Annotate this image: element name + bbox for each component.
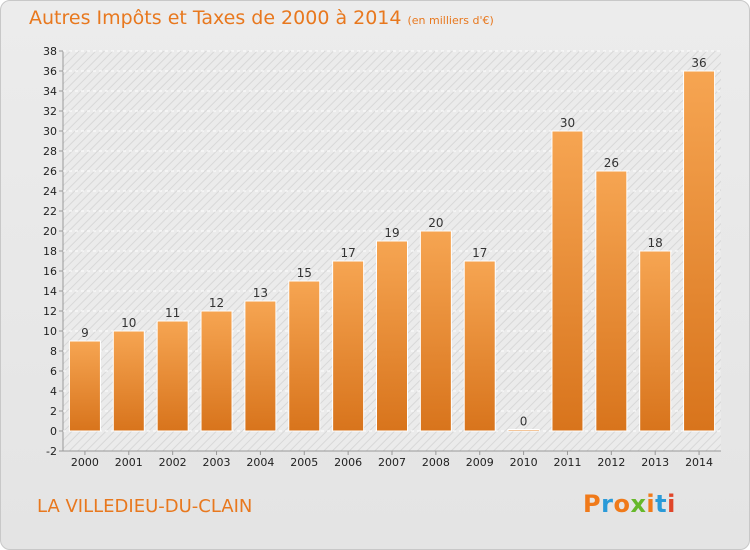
data-label-2007: 19 (384, 226, 399, 240)
bar-2010 (507, 429, 540, 432)
x-tick-label: 2010 (510, 456, 538, 469)
data-label-2006: 17 (340, 246, 355, 260)
x-tick-label: 2002 (159, 456, 187, 469)
y-tick-label: 0 (50, 425, 57, 438)
x-tick-label: 2006 (334, 456, 362, 469)
y-tick-label: 34 (43, 85, 57, 98)
data-label-2012: 26 (604, 156, 619, 170)
bar-2009 (463, 260, 496, 432)
y-tick-label: 28 (43, 145, 57, 158)
data-label-2009: 17 (472, 246, 487, 260)
y-tick-label: 8 (50, 345, 57, 358)
data-label-2000: 9 (81, 326, 89, 340)
y-tick-label: 6 (50, 365, 57, 378)
y-tick-label: 10 (43, 325, 57, 338)
bar-2000 (68, 340, 101, 432)
data-label-2005: 15 (297, 266, 312, 280)
x-tick-label: 2004 (246, 456, 274, 469)
data-label-2013: 18 (648, 236, 663, 250)
title-text: Autres Impôts et Taxes de 2000 à 2014 (29, 7, 402, 29)
x-tick-label: 2000 (71, 456, 99, 469)
data-label-2014: 36 (691, 56, 706, 70)
x-tick-label: 2009 (466, 456, 494, 469)
y-tick-label: 24 (43, 185, 57, 198)
chart-title: Autres Impôts et Taxes de 2000 à 2014 (en… (29, 7, 494, 29)
x-tick-label: 2012 (597, 456, 625, 469)
x-tick-label: 2014 (685, 456, 713, 469)
data-label-2008: 20 (428, 216, 443, 230)
y-tick-label: 12 (43, 305, 57, 318)
x-tick-label: 2001 (115, 456, 143, 469)
y-tick-label: 30 (43, 125, 57, 138)
x-tick-label: 2005 (290, 456, 318, 469)
bar-2003 (200, 310, 233, 432)
bar-2011 (551, 130, 584, 432)
bar-2001 (112, 330, 145, 432)
bar-2005 (288, 280, 321, 432)
y-tick-label: 18 (43, 245, 57, 258)
title-unit: (en milliers d'€) (407, 14, 494, 27)
y-tick-label: 16 (43, 265, 57, 278)
y-tick-label: -2 (46, 445, 57, 458)
y-tick-label: 38 (43, 45, 57, 58)
bar-2014 (683, 70, 716, 432)
y-tick-label: 26 (43, 165, 57, 178)
bar-2004 (244, 300, 277, 432)
bar-2012 (595, 170, 628, 432)
data-label-2004: 13 (253, 286, 268, 300)
commune-name: LA VILLEDIEU-DU-CLAIN (37, 496, 253, 517)
y-tick-label: 22 (43, 205, 57, 218)
data-label-2001: 10 (121, 316, 136, 330)
y-tick-label: 2 (50, 405, 57, 418)
y-tick-label: 36 (43, 65, 57, 78)
logo-letter: P (583, 490, 602, 518)
logo-letter: i (646, 490, 656, 518)
x-tick-label: 2008 (422, 456, 450, 469)
y-tick-label: 14 (43, 285, 57, 298)
bar-2007 (376, 240, 408, 432)
proxiti-logo: Proxiti (583, 490, 676, 518)
bar-2013 (639, 250, 672, 432)
x-tick-label: 2013 (641, 456, 669, 469)
y-tick-label: 4 (50, 385, 57, 398)
logo-letter: i (667, 490, 676, 518)
y-tick-label: 20 (43, 225, 57, 238)
logo-letter: o (613, 490, 631, 518)
logo-letter: t (655, 490, 668, 518)
logo-letter: x (630, 490, 647, 518)
data-label-2003: 12 (209, 296, 224, 310)
data-label-2011: 30 (560, 116, 575, 130)
y-tick-label: 32 (43, 105, 57, 118)
x-tick-label: 2011 (553, 456, 581, 469)
bar-2002 (156, 320, 189, 432)
logo-letter: r (601, 490, 614, 518)
x-tick-label: 2003 (203, 456, 231, 469)
bar-2006 (332, 260, 365, 432)
bar-2008 (419, 230, 452, 432)
data-label-2002: 11 (165, 306, 180, 320)
data-label-2010: 0 (520, 415, 528, 429)
x-tick-label: 2007 (378, 456, 406, 469)
